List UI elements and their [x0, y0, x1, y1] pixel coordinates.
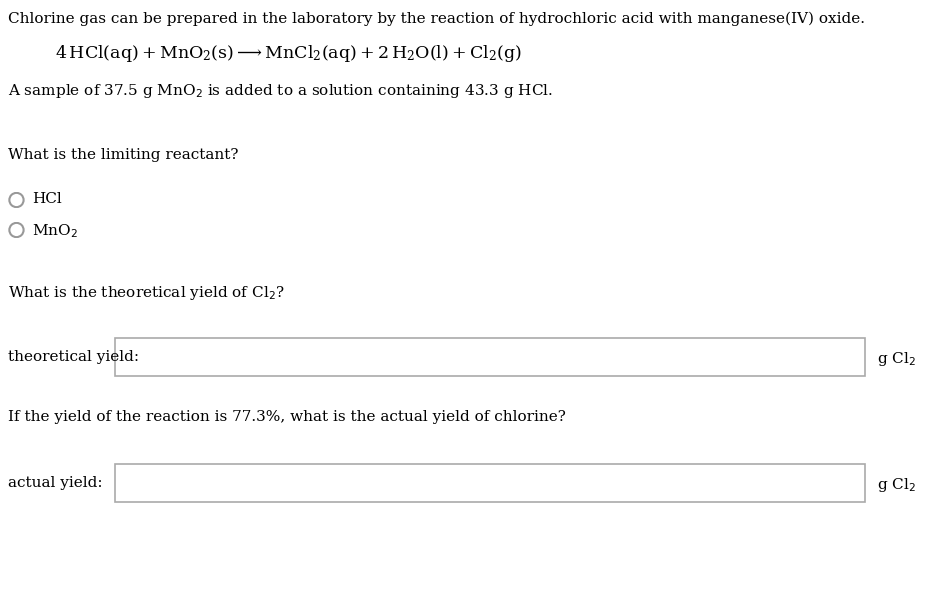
Text: Chlorine gas can be prepared in the laboratory by the reaction of hydrochloric a: Chlorine gas can be prepared in the labo… — [8, 12, 865, 27]
Text: $\mathregular{4\,HCl(aq) + MnO_2(s) \longrightarrow MnCl_2(aq) + 2\,H_2O(l) + Cl: $\mathregular{4\,HCl(aq) + MnO_2(s) \lon… — [55, 43, 522, 64]
Text: actual yield:: actual yield: — [8, 476, 103, 490]
Text: theoretical yield:: theoretical yield: — [8, 350, 139, 364]
Text: g Cl$_2$: g Cl$_2$ — [877, 476, 916, 494]
Text: HCl: HCl — [32, 192, 62, 206]
Text: g Cl$_2$: g Cl$_2$ — [877, 350, 916, 368]
Text: MnO$_2$: MnO$_2$ — [32, 222, 78, 240]
Text: If the yield of the reaction is 77.3%, what is the actual yield of chlorine?: If the yield of the reaction is 77.3%, w… — [8, 410, 566, 424]
Text: What is the theoretical yield of Cl$_2$?: What is the theoretical yield of Cl$_2$? — [8, 284, 284, 302]
Text: What is the limiting reactant?: What is the limiting reactant? — [8, 148, 238, 162]
Text: A sample of 37.5 g MnO$_2$ is added to a solution containing 43.3 g HCl.: A sample of 37.5 g MnO$_2$ is added to a… — [8, 82, 553, 100]
